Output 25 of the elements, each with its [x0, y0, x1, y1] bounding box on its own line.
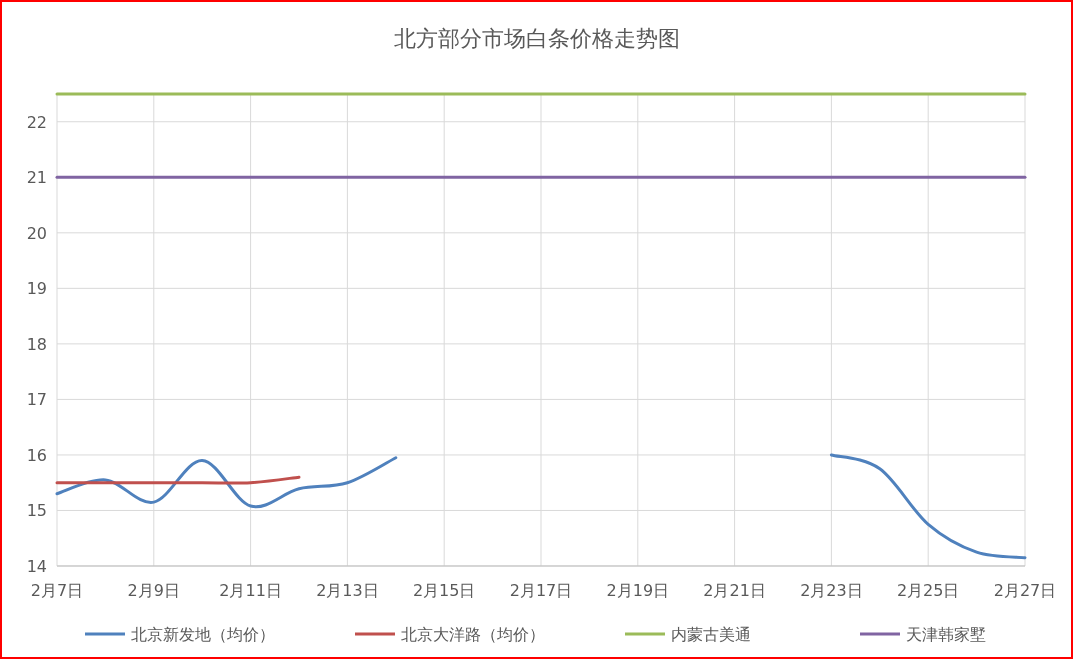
- x-tick-label: 2月7日: [30, 581, 84, 600]
- x-tick-label: 2月13日: [316, 581, 379, 600]
- x-tick-label: 2月9日: [127, 581, 180, 600]
- chart-title: 北方部分市场白条价格走势图: [393, 26, 680, 51]
- x-tick-label: 2月27日: [993, 581, 1057, 600]
- x-tick-label: 2月25日: [896, 581, 960, 600]
- legend-label: 内蒙古美通: [671, 625, 751, 644]
- y-tick-label: 22: [26, 112, 47, 132]
- x-tick-label: 2月17日: [509, 581, 573, 600]
- y-tick-label: 18: [26, 334, 47, 354]
- legend-label: 北京新发地（均价）: [131, 625, 275, 644]
- y-tick-label: 17: [26, 390, 47, 410]
- y-tick-label: 16: [26, 445, 47, 465]
- y-tick-label: 19: [26, 279, 47, 299]
- y-tick-label: 21: [26, 168, 47, 188]
- y-tick-label: 20: [26, 223, 47, 243]
- x-tick-label: 2月23日: [800, 581, 863, 600]
- legend-label: 天津韩家墅: [906, 625, 986, 644]
- y-tick-label: 14: [26, 557, 47, 576]
- x-tick-label: 2月21日: [703, 581, 766, 600]
- x-tick-label: 2月11日: [219, 581, 282, 600]
- y-tick-label: 15: [26, 501, 47, 521]
- x-tick-label: 2月19日: [606, 581, 670, 600]
- legend-label: 北京大洋路（均价）: [401, 625, 545, 644]
- x-tick-label: 2月15日: [412, 581, 476, 600]
